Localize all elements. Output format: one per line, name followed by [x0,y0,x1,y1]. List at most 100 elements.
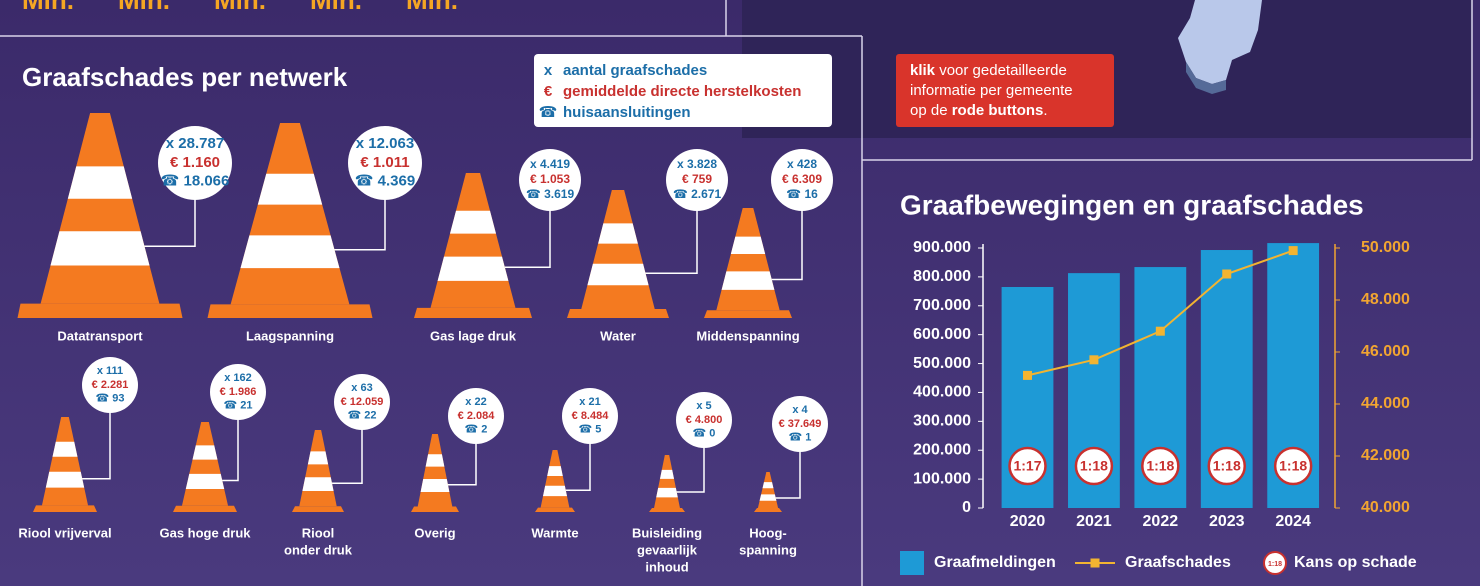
network-name: Warmte [531,525,578,540]
info-bubble [210,364,266,420]
cone-stripe [52,441,78,457]
info-bubble [666,149,728,211]
x-tick-label: 2024 [1275,513,1311,530]
cone-base [411,506,459,512]
y-tick-label: 600.000 [913,326,971,343]
risk-label: 1:18 [1213,458,1241,474]
info-segment: voor gedetailleerde [935,62,1067,79]
map-shape [1178,0,1262,84]
info-bubble [348,126,422,200]
chart-title: Graafbewegingen en graafschades [900,189,1364,220]
network-name: Gas hoge druk [159,525,251,540]
bubble-cost: € 37.649 [779,418,822,430]
info-segment: klik [910,62,936,79]
connector [140,200,196,247]
bubble-count: x 111 [97,365,123,377]
unit-label: Mln. [118,0,170,15]
bubble-connections: ☎ 22 [348,410,377,422]
bubble-count: x 21 [579,396,600,408]
cone-stripe [762,482,774,489]
y-tick-label: 500.000 [913,355,971,372]
legend-text: aantal graafschades [563,62,707,79]
cone-stripe [45,471,85,488]
cone-stripe [302,477,334,492]
bubble-cost: € 1.986 [220,386,257,398]
network-name: Laagspanning [246,328,334,343]
unit-label: Mln. [22,0,74,15]
info-bubble [519,149,581,211]
network-name: Datatransport [57,328,143,343]
network-name: Middenspanning [696,328,799,343]
bubble-connections: ☎ 1 [789,432,812,444]
legend-symbol: € [544,83,553,100]
risk-label: 1:17 [1013,458,1041,474]
cone-stripe [730,236,766,255]
cone-stripe [437,256,509,281]
info-text: op de rode buttons. [910,102,1048,119]
cone-stripe [543,485,567,497]
y-tick-label: 300.000 [913,413,971,430]
legend-symbol: x [544,62,553,79]
bubble-cost: € 2.281 [92,379,129,391]
bubble-count: x 428 [787,157,817,171]
y-tick-label: 800.000 [913,268,971,285]
bubble-connections: ☎ 21 [224,400,253,412]
section-title: Graafschades per netwerk [22,62,348,92]
cone-stripe [257,173,323,205]
risk-circle [1074,446,1114,486]
cone-stripe [420,478,450,493]
connector [501,211,551,268]
info-text: informatie per gemeente [910,82,1073,99]
bubble-count: x 63 [351,382,372,394]
cone-base [207,304,373,318]
bubble-count: x 12.063 [356,135,414,152]
risk-circle [1008,446,1047,486]
legend-label: Graafschades [1125,554,1231,571]
y2-tick-label: 42.000 [1361,447,1410,464]
legend-swatch-marker [1090,558,1100,568]
legend-text: gemiddelde directe herstelkosten [563,83,801,100]
bubble-count: x 4 [792,404,808,416]
risk-label: 1:18 [1279,458,1307,474]
line-marker [1288,246,1298,256]
info-bubble [771,149,833,211]
network-name: Overig [414,525,455,540]
cone-stripe [67,166,133,199]
legend-risk-icon-label: 1:18 [1268,561,1282,568]
y2-tick-label: 48.000 [1361,291,1410,308]
connector [445,444,477,486]
cone-base [535,507,575,512]
bubble-cost: € 12.059 [341,396,384,408]
risk-circle [1141,446,1180,486]
network-name: gevaarlijk [637,542,698,557]
bubble-cost: € 1.160 [170,154,220,171]
risk-circle [1207,446,1246,486]
y-tick-label: 200.000 [913,441,971,458]
bubble-connections: ☎ 3.619 [526,187,575,201]
cone-base [17,303,183,318]
network-name: Riool [302,525,335,540]
cone-stripe [659,469,675,479]
network-name: Buisleiding [632,525,702,540]
bubble-count: x 28.787 [166,135,224,152]
bubble-connections: ☎ 93 [96,393,125,405]
bubble-cost: € 8.484 [572,410,610,422]
legend-risk-icon [1263,551,1287,575]
connector [219,420,239,482]
bubble-connections: ☎ 0 [693,428,716,440]
bubble-count: x 3.828 [677,157,717,171]
bubble-connections: ☎ 16 [786,187,818,201]
cone-stripe [449,210,497,234]
risk-label: 1:18 [1080,458,1108,474]
info-box [896,54,1114,127]
y2-tick-label: 40.000 [1361,499,1410,516]
cone-stripe [547,466,563,476]
cone-stripe [307,451,329,465]
connector [674,448,705,493]
cone-base [292,506,344,512]
info-bubble [334,374,390,430]
cone-stripe [425,454,445,467]
bubble-cost: € 2.084 [458,410,496,422]
bubble-connections: ☎ 2 [465,424,488,436]
info-bubble [82,357,138,413]
